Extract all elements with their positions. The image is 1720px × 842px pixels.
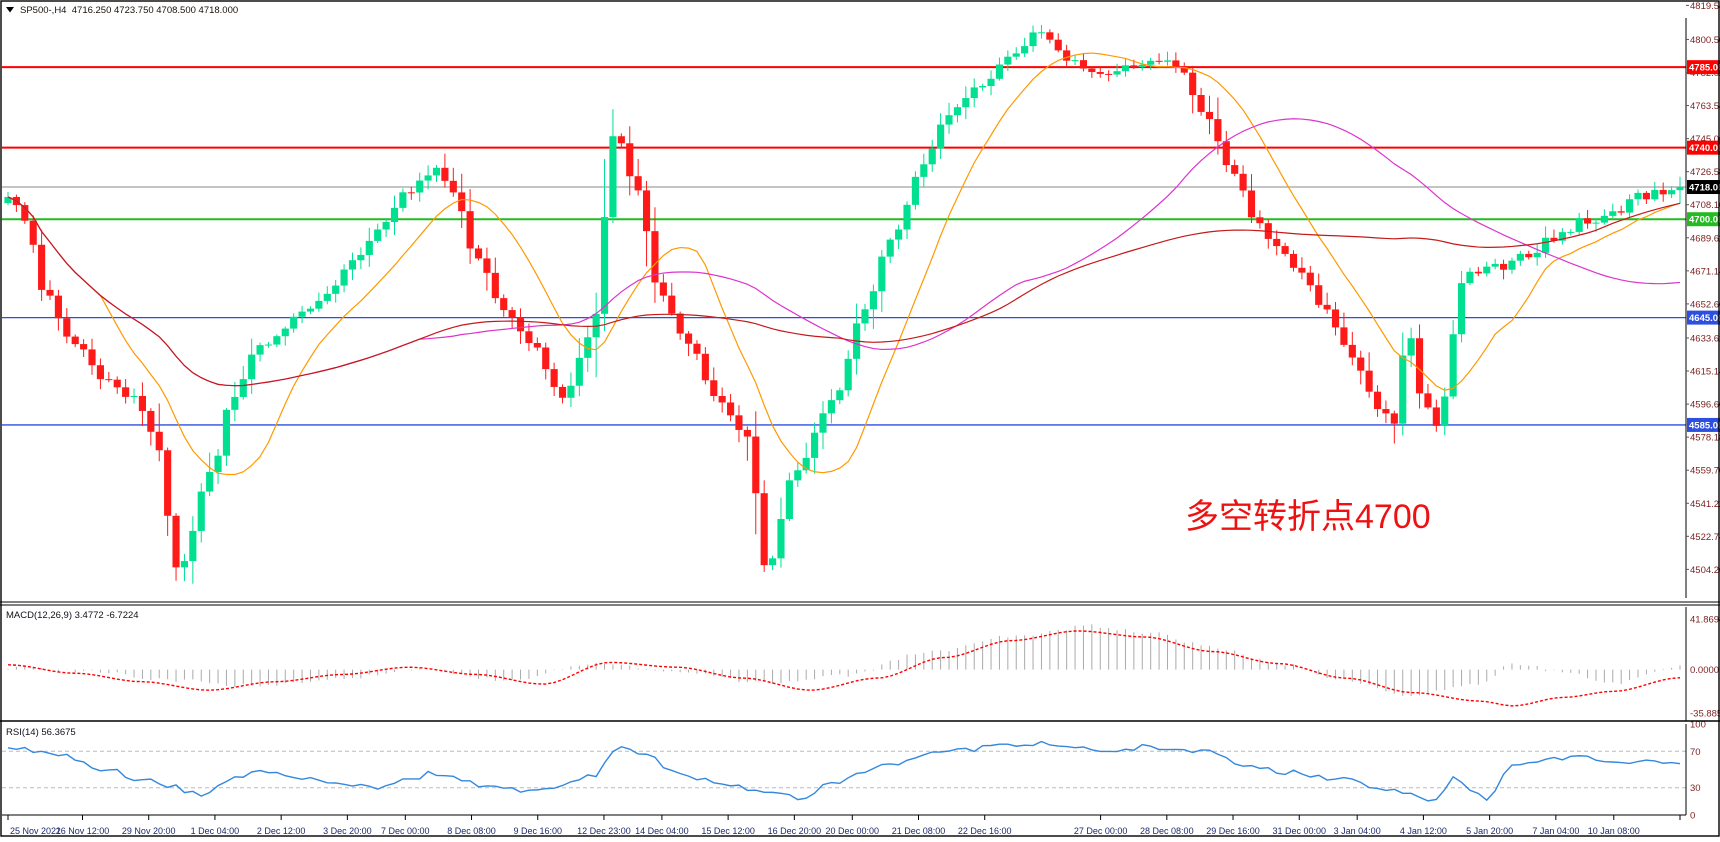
svg-text:27 Dec 00:00: 27 Dec 00:00 [1074,826,1128,836]
svg-text:1 Dec 04:00: 1 Dec 04:00 [191,826,240,836]
svg-text:10 Jan 08:00: 10 Jan 08:00 [1588,826,1640,836]
svg-text:5 Jan 20:00: 5 Jan 20:00 [1466,826,1513,836]
svg-text:41.8694: 41.8694 [1690,615,1720,626]
svg-text:MACD(12,26,9) 3.4772 -6.7224: MACD(12,26,9) 3.4772 -6.7224 [6,610,139,621]
svg-text:8 Dec 08:00: 8 Dec 08:00 [447,826,496,836]
svg-text:4522.740: 4522.740 [1690,532,1720,543]
svg-text:4763.540: 4763.540 [1690,101,1720,112]
svg-text:4615.140: 4615.140 [1690,367,1720,378]
svg-text:4596.660: 4596.660 [1690,400,1720,411]
svg-text:4785.000: 4785.000 [1689,63,1720,74]
svg-text:4740.000: 4740.000 [1689,143,1720,154]
svg-text:4800.500: 4800.500 [1690,35,1720,46]
svg-text:28 Dec 08:00: 28 Dec 08:00 [1140,826,1194,836]
svg-text:4578.180: 4578.180 [1690,433,1720,444]
svg-text:70: 70 [1690,747,1701,758]
svg-text:4700.000: 4700.000 [1689,215,1720,226]
svg-text:RSI(14) 56.3675: RSI(14) 56.3675 [6,727,76,738]
svg-text:26 Nov 12:00: 26 Nov 12:00 [56,826,110,836]
svg-text:4645.000: 4645.000 [1689,313,1720,324]
svg-text:多空转折点4700: 多空转折点4700 [1185,498,1431,536]
svg-text:15 Dec 12:00: 15 Dec 12:00 [701,826,755,836]
svg-text:12 Dec 23:00: 12 Dec 23:00 [577,826,631,836]
svg-text:29 Dec 16:00: 29 Dec 16:00 [1206,826,1260,836]
svg-text:4541.220: 4541.220 [1690,499,1720,510]
svg-text:-35.8856: -35.8856 [1690,709,1720,720]
svg-text:29 Nov 20:00: 29 Nov 20:00 [122,826,176,836]
svg-text:4504.260: 4504.260 [1690,565,1720,576]
svg-text:7 Jan 04:00: 7 Jan 04:00 [1532,826,1579,836]
svg-text:7 Dec 00:00: 7 Dec 00:00 [381,826,430,836]
svg-text:4718.000: 4718.000 [1689,183,1720,194]
svg-text:SP500-,H4 4716.250 4723.750 4: SP500-,H4 4716.250 4723.750 4708.500 471… [20,5,238,16]
svg-text:14 Dec 04:00: 14 Dec 04:00 [635,826,689,836]
svg-text:3 Jan 04:00: 3 Jan 04:00 [1334,826,1381,836]
svg-text:9 Dec 16:00: 9 Dec 16:00 [513,826,562,836]
svg-text:4726.580: 4726.580 [1690,167,1720,178]
svg-text:4633.620: 4633.620 [1690,333,1720,344]
svg-text:4671.140: 4671.140 [1690,266,1720,277]
svg-text:4689.620: 4689.620 [1690,233,1720,244]
svg-text:31 Dec 00:00: 31 Dec 00:00 [1272,826,1326,836]
svg-text:30: 30 [1690,783,1701,794]
svg-text:25 Nov 2021: 25 Nov 2021 [10,826,61,836]
svg-text:3 Dec 20:00: 3 Dec 20:00 [323,826,372,836]
svg-text:4708.100: 4708.100 [1690,200,1720,211]
svg-text:4652.660: 4652.660 [1690,299,1720,310]
svg-text:4559.700: 4559.700 [1690,466,1720,477]
svg-text:0: 0 [1690,811,1695,822]
svg-text:4819.540: 4819.540 [1690,1,1720,12]
svg-text:21 Dec 08:00: 21 Dec 08:00 [892,826,946,836]
svg-text:16 Dec 20:00: 16 Dec 20:00 [768,826,822,836]
svg-text:20 Dec 00:00: 20 Dec 00:00 [826,826,880,836]
svg-text:0.0000: 0.0000 [1690,665,1719,676]
svg-text:4 Jan 12:00: 4 Jan 12:00 [1400,826,1447,836]
svg-text:4585.000: 4585.000 [1689,420,1720,431]
svg-text:22 Dec 16:00: 22 Dec 16:00 [958,826,1012,836]
svg-text:2 Dec 12:00: 2 Dec 12:00 [257,826,306,836]
